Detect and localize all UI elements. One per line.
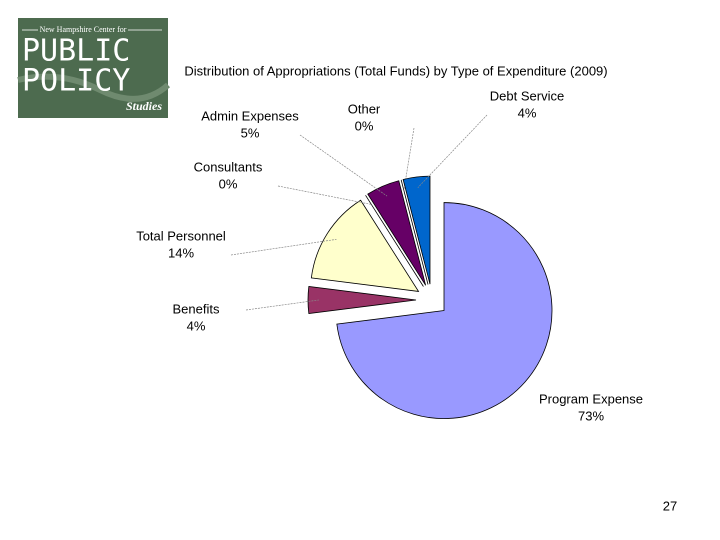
slice-label: Other	[348, 101, 381, 116]
slice-value-label: 0%	[355, 118, 374, 133]
pie-slice	[367, 180, 427, 286]
slice-label: Debt Service	[490, 88, 564, 103]
slice-label: Program Expense	[539, 391, 643, 406]
logo-line3: Studies	[126, 99, 162, 113]
page-number: 27	[663, 498, 677, 513]
chart-title: Distribution of Appropriations (Total Fu…	[184, 63, 607, 78]
logo-line2: POLICY	[22, 64, 130, 99]
slice-label: Consultants	[194, 159, 263, 174]
slice-value-label: 4%	[518, 105, 537, 120]
logo-tagline: New Hampshire Center for	[40, 25, 127, 34]
slice-label: Admin Expenses	[201, 108, 299, 123]
slice-value-label: 0%	[219, 176, 238, 191]
logo-background	[18, 18, 168, 118]
slice-value-label: 4%	[187, 318, 206, 333]
leader-line	[299, 134, 388, 197]
pie-slice	[402, 175, 431, 285]
logo-line1: PUBLIC	[22, 34, 130, 69]
leader-line	[230, 238, 337, 256]
leader-line	[277, 185, 372, 205]
slice-value-label: 14%	[168, 245, 194, 260]
leader-line	[245, 299, 319, 311]
pie-slice	[400, 179, 429, 285]
slice-label: Benefits	[173, 301, 220, 316]
logo-texture	[17, 73, 170, 102]
pie-slice	[310, 199, 420, 292]
pie-slice	[336, 202, 553, 419]
pie-slice	[307, 286, 417, 314]
slice-value-label: 73%	[578, 408, 604, 423]
slice-label: Total Personnel	[136, 228, 226, 243]
leader-line	[417, 114, 488, 188]
slice-value-label: 5%	[241, 125, 260, 140]
